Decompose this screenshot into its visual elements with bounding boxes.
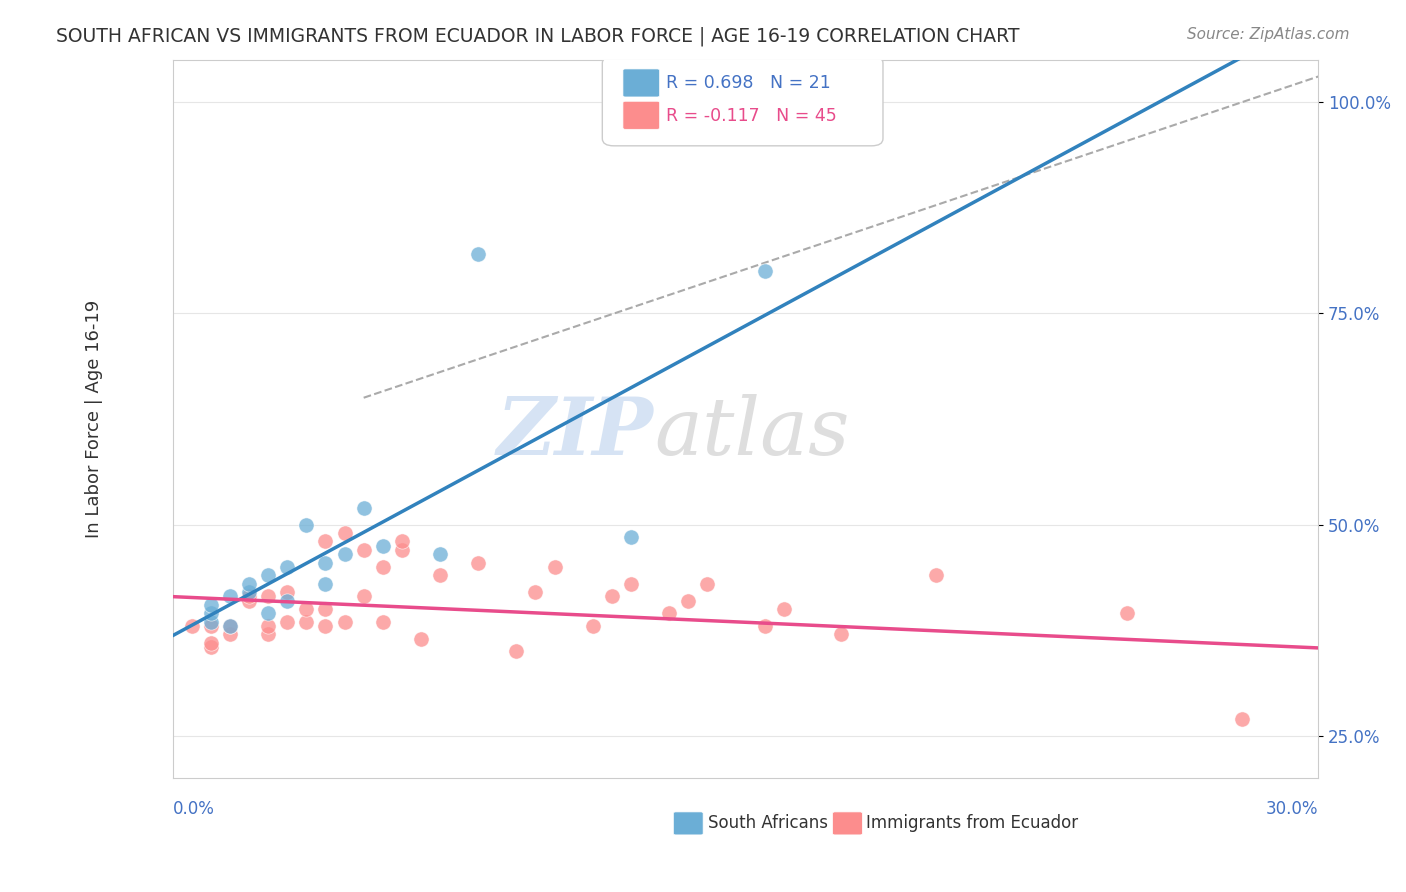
Text: 30.0%: 30.0%	[1265, 800, 1319, 819]
Point	[200, 598, 222, 612]
Point	[772, 602, 794, 616]
Point	[276, 593, 298, 607]
Text: ZIP: ZIP	[496, 394, 654, 472]
Point	[734, 809, 756, 823]
Point	[429, 568, 451, 582]
Point	[238, 585, 260, 599]
Point	[276, 559, 298, 574]
Point	[314, 556, 336, 570]
Point	[371, 559, 394, 574]
Point	[333, 615, 356, 629]
Point	[219, 590, 242, 604]
Point	[353, 542, 375, 557]
Point	[696, 576, 718, 591]
Point	[314, 534, 336, 549]
Point	[238, 593, 260, 607]
Point	[238, 590, 260, 604]
Point	[257, 627, 280, 641]
Point	[676, 593, 699, 607]
Point	[200, 607, 222, 621]
Point	[219, 627, 242, 641]
Point	[257, 590, 280, 604]
Text: atlas: atlas	[654, 394, 849, 472]
Point	[353, 500, 375, 515]
Point	[333, 547, 356, 561]
Point	[295, 517, 318, 532]
Point	[200, 636, 222, 650]
Point	[314, 602, 336, 616]
Text: 0.0%: 0.0%	[173, 800, 215, 819]
Point	[371, 539, 394, 553]
Point	[276, 585, 298, 599]
Point	[295, 602, 318, 616]
Point	[467, 247, 489, 261]
Point	[1116, 607, 1139, 621]
FancyBboxPatch shape	[623, 69, 659, 97]
Point	[1230, 712, 1253, 726]
Point	[505, 644, 527, 658]
Text: SOUTH AFRICAN VS IMMIGRANTS FROM ECUADOR IN LABOR FORCE | AGE 16-19 CORRELATION : SOUTH AFRICAN VS IMMIGRANTS FROM ECUADOR…	[56, 27, 1019, 46]
Point	[219, 619, 242, 633]
FancyBboxPatch shape	[832, 812, 862, 835]
Point	[314, 619, 336, 633]
Point	[333, 526, 356, 541]
Text: South Africans: South Africans	[707, 814, 828, 832]
Point	[200, 619, 222, 633]
Point	[200, 640, 222, 654]
Text: Source: ZipAtlas.com: Source: ZipAtlas.com	[1187, 27, 1350, 42]
Point	[200, 615, 222, 629]
Y-axis label: In Labor Force | Age 16-19: In Labor Force | Age 16-19	[86, 300, 103, 538]
Point	[620, 530, 643, 544]
Point	[257, 568, 280, 582]
Point	[276, 615, 298, 629]
Point	[524, 585, 547, 599]
Point	[371, 615, 394, 629]
Point	[543, 559, 565, 574]
Point	[257, 607, 280, 621]
Point	[582, 619, 605, 633]
Point	[314, 576, 336, 591]
Point	[830, 627, 852, 641]
Point	[429, 547, 451, 561]
Point	[754, 264, 776, 278]
FancyBboxPatch shape	[602, 56, 883, 145]
Point	[658, 607, 681, 621]
Point	[600, 590, 623, 604]
Point	[180, 619, 202, 633]
Point	[391, 542, 413, 557]
Point	[754, 619, 776, 633]
Point	[620, 576, 643, 591]
Text: R = -0.117   N = 45: R = -0.117 N = 45	[666, 107, 837, 125]
Text: R = 0.698   N = 21: R = 0.698 N = 21	[666, 74, 831, 92]
Text: Immigrants from Ecuador: Immigrants from Ecuador	[866, 814, 1078, 832]
Point	[391, 534, 413, 549]
Point	[295, 615, 318, 629]
FancyBboxPatch shape	[673, 812, 703, 835]
Point	[219, 619, 242, 633]
Point	[467, 556, 489, 570]
Point	[353, 590, 375, 604]
Point	[409, 632, 432, 646]
Point	[257, 619, 280, 633]
FancyBboxPatch shape	[623, 102, 659, 129]
Point	[925, 568, 948, 582]
Point	[238, 576, 260, 591]
